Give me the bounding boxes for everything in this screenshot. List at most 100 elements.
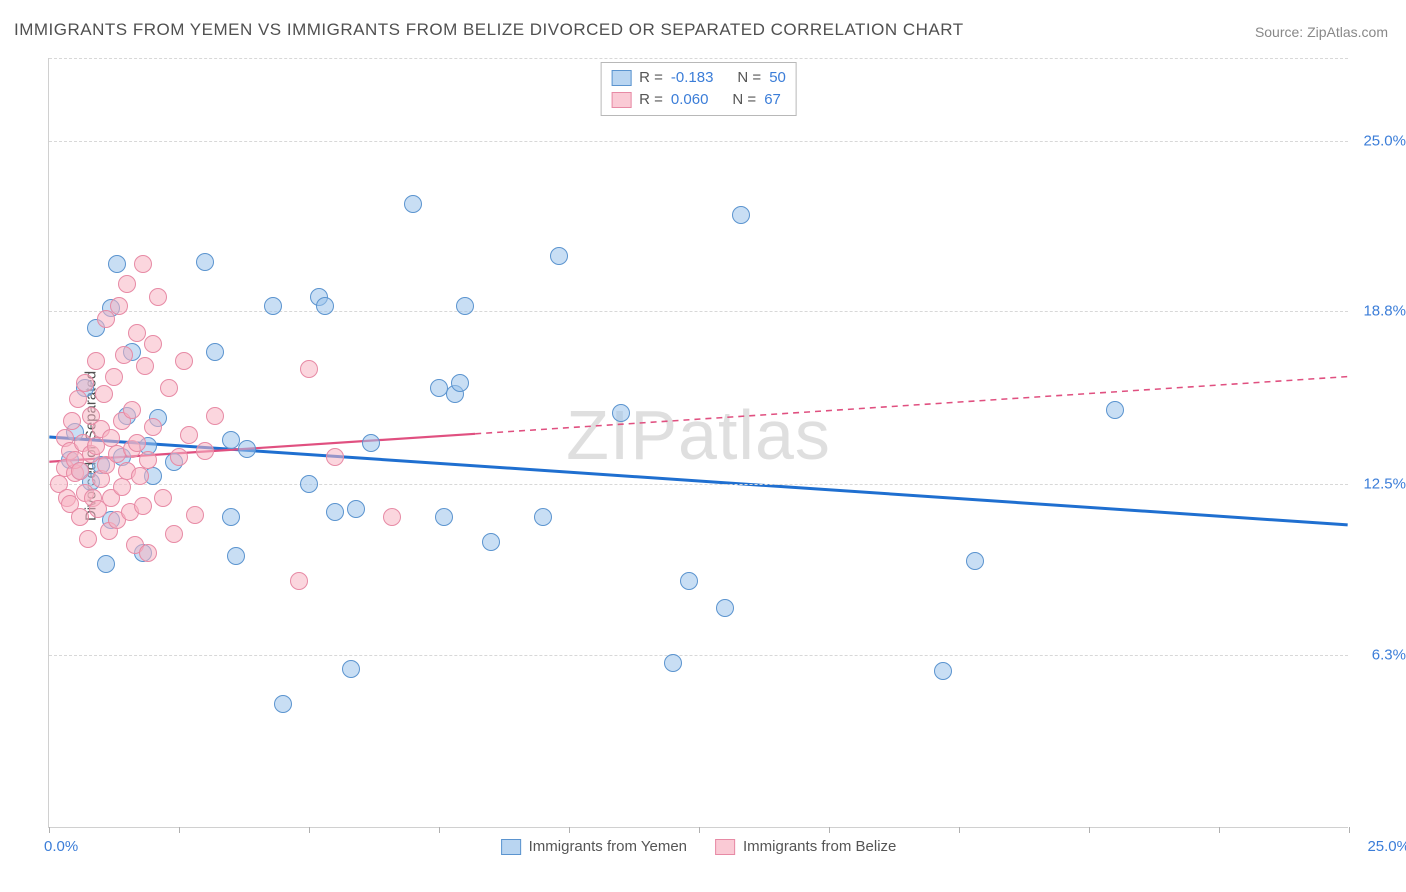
data-point <box>1106 401 1124 419</box>
data-point <box>934 662 952 680</box>
data-point <box>456 297 474 315</box>
data-point <box>139 451 157 469</box>
gridline-h <box>49 311 1348 312</box>
data-point <box>95 385 113 403</box>
legend-label-belize: Immigrants from Belize <box>743 838 896 855</box>
x-tick-mark <box>1219 827 1220 833</box>
data-point <box>196 442 214 460</box>
data-point <box>139 544 157 562</box>
x-tick-mark <box>829 827 830 833</box>
data-point <box>482 533 500 551</box>
x-tick-mark <box>309 827 310 833</box>
data-point <box>128 434 146 452</box>
gridline-h <box>49 484 1348 485</box>
data-point <box>326 448 344 466</box>
source-label: Source: <box>1255 24 1303 40</box>
watermark-text: ZIPatlas <box>566 395 831 475</box>
data-point <box>222 508 240 526</box>
data-point <box>362 434 380 452</box>
trend-line <box>475 377 1347 434</box>
plot-area: ZIPatlas R = -0.183 N = 50 R = 0.060 N =… <box>48 58 1348 828</box>
swatch-pink-icon <box>715 839 735 855</box>
gridline-h <box>49 655 1348 656</box>
data-point <box>63 412 81 430</box>
data-point <box>160 379 178 397</box>
data-point <box>115 346 133 364</box>
data-point <box>300 475 318 493</box>
data-point <box>300 360 318 378</box>
r-label: R = <box>639 89 663 111</box>
data-point <box>102 429 120 447</box>
data-point <box>128 324 146 342</box>
legend-row-belize: R = 0.060 N = 67 <box>611 89 786 111</box>
data-point <box>435 508 453 526</box>
n-value-yemen: 50 <box>769 67 786 89</box>
data-point <box>131 467 149 485</box>
data-point <box>347 500 365 518</box>
x-tick-min: 0.0% <box>44 838 78 855</box>
data-point <box>196 253 214 271</box>
data-point <box>534 508 552 526</box>
data-point <box>71 508 89 526</box>
data-point <box>342 660 360 678</box>
y-tick-label: 12.5% <box>1363 476 1406 493</box>
x-tick-max: 25.0% <box>1367 838 1406 855</box>
swatch-blue-icon <box>611 70 631 86</box>
gridline-h <box>49 58 1348 59</box>
source-attribution: Source: ZipAtlas.com <box>1255 24 1388 40</box>
data-point <box>612 404 630 422</box>
data-point <box>108 255 126 273</box>
x-tick-mark <box>179 827 180 833</box>
data-point <box>113 478 131 496</box>
gridline-h <box>49 141 1348 142</box>
data-point <box>290 572 308 590</box>
x-tick-mark <box>569 827 570 833</box>
chart-container: IMMIGRANTS FROM YEMEN VS IMMIGRANTS FROM… <box>0 0 1406 892</box>
n-value-belize: 67 <box>764 89 781 111</box>
n-label: N = <box>732 89 756 111</box>
data-point <box>175 352 193 370</box>
data-point <box>165 525 183 543</box>
y-tick-label: 18.8% <box>1363 303 1406 320</box>
data-point <box>170 448 188 466</box>
x-tick-mark <box>1089 827 1090 833</box>
swatch-blue-icon <box>501 839 521 855</box>
data-point <box>87 352 105 370</box>
x-tick-mark <box>959 827 960 833</box>
data-point <box>123 401 141 419</box>
source-value: ZipAtlas.com <box>1307 24 1388 40</box>
x-tick-mark <box>1349 827 1350 833</box>
data-point <box>69 390 87 408</box>
data-point <box>134 255 152 273</box>
data-point <box>144 335 162 353</box>
data-point <box>71 462 89 480</box>
data-point <box>550 247 568 265</box>
data-point <box>227 547 245 565</box>
legend-correlation: R = -0.183 N = 50 R = 0.060 N = 67 <box>600 62 797 116</box>
data-point <box>136 357 154 375</box>
data-point <box>79 530 97 548</box>
data-point <box>264 297 282 315</box>
data-point <box>238 440 256 458</box>
x-tick-mark <box>439 827 440 833</box>
r-value-belize: 0.060 <box>671 89 709 111</box>
data-point <box>383 508 401 526</box>
data-point <box>186 506 204 524</box>
legend-series: Immigrants from Yemen Immigrants from Be… <box>501 838 897 855</box>
data-point <box>149 288 167 306</box>
data-point <box>180 426 198 444</box>
data-point <box>144 418 162 436</box>
data-point <box>732 206 750 224</box>
data-point <box>326 503 344 521</box>
chart-title: IMMIGRANTS FROM YEMEN VS IMMIGRANTS FROM… <box>14 20 964 40</box>
data-point <box>664 654 682 672</box>
x-tick-mark <box>49 827 50 833</box>
data-point <box>680 572 698 590</box>
legend-entry-yemen: Immigrants from Yemen <box>501 838 687 855</box>
data-point <box>76 374 94 392</box>
data-point <box>118 275 136 293</box>
legend-row-yemen: R = -0.183 N = 50 <box>611 67 786 89</box>
data-point <box>316 297 334 315</box>
data-point <box>206 407 224 425</box>
y-tick-label: 6.3% <box>1372 646 1406 663</box>
